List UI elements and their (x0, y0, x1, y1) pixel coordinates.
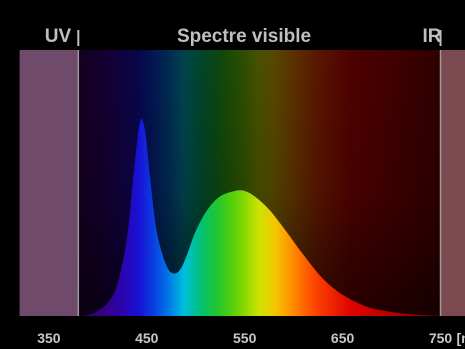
band-boundary-lines (77, 30, 442, 316)
axis-strip (0, 316, 465, 349)
band-label-uv: UV (45, 26, 72, 47)
x-tick-label: 550 (233, 330, 257, 346)
spectrum-curve-area (78, 118, 441, 316)
x-axis-ticks: 350 450 550 650 750 (37, 330, 452, 346)
band-uv (19, 50, 79, 316)
x-tick-label: 650 (331, 330, 355, 346)
x-tick-label: 750 (429, 330, 453, 346)
x-unit-label: [nm] (457, 330, 465, 346)
band-ir (440, 50, 465, 316)
x-tick-label: 350 (37, 330, 61, 346)
band-label-visible: Spectre visible (177, 26, 311, 47)
band-label-ir: IR (423, 26, 442, 47)
x-tick-label: 450 (135, 330, 159, 346)
